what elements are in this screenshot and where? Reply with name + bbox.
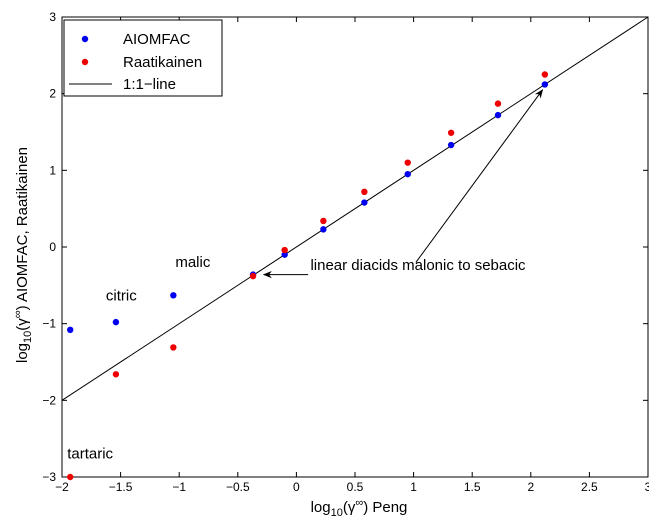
legend-label-raatikainen: Raatikainen <box>123 54 202 71</box>
series-raatikainen <box>67 71 549 481</box>
raatikainen-point <box>249 272 257 280</box>
y-tick-label: 2 <box>49 87 56 101</box>
legend-label-aiomfac: AIOMFAC <box>123 31 191 48</box>
raatikainen-point <box>447 129 455 136</box>
aiomfac-point <box>320 226 327 233</box>
x-tick-label: 3 <box>645 480 649 494</box>
arrow-to-upper-diacid <box>415 89 544 263</box>
x-axis-title-log: log <box>311 499 331 516</box>
aiomfac-point <box>494 111 502 119</box>
raatikainen-point <box>67 473 74 481</box>
y-tick-label: 1 <box>49 163 56 177</box>
x-tick-label: 0 <box>293 480 300 494</box>
x-tick-label: 2 <box>527 480 534 494</box>
aiomfac-point <box>361 199 368 206</box>
x-tick-label: −1 <box>172 480 186 494</box>
label-tartaric: tartaric <box>67 446 113 463</box>
x-tick-label: 1 <box>410 480 417 494</box>
x-tick-label: 2.5 <box>581 480 598 494</box>
x-tick-labels: −2 −1.5 −1 −0.5 0 0.5 1 1.5 2 2.5 3 <box>55 480 649 494</box>
x-axis-title-base: 10 <box>331 507 343 517</box>
legend-marker-aiomfac <box>81 35 89 43</box>
series-layer <box>61 16 649 481</box>
aiomfac-point <box>170 292 177 299</box>
y-axis-title-gamma: (γ <box>14 318 31 331</box>
aiomfac-point <box>447 141 455 149</box>
legend-label-1-1-line: 1:1−line <box>123 76 176 93</box>
axis-ticks <box>61 16 649 478</box>
raatikainen-point <box>112 371 120 378</box>
raatikainen-point <box>281 246 288 254</box>
annotations: malic citric tartaric linear diacids maloni… <box>67 254 526 463</box>
aiomfac-point <box>404 170 411 178</box>
y-axis-title: log10(γ∞) AIOMFAC, Raatikainen <box>12 147 34 363</box>
x-tick-label: −0.5 <box>226 480 250 494</box>
x-tick-label: −2 <box>55 480 69 494</box>
raatikainen-point <box>320 217 327 225</box>
y-tick-label: −3 <box>42 470 56 484</box>
annotation-arrows <box>262 89 544 279</box>
x-tick-label: −1.5 <box>109 480 133 494</box>
y-tick-label: 0 <box>49 240 56 254</box>
series-aiomfac <box>67 81 549 333</box>
legend: AIOMFAC Raatikainen 1:1−line <box>63 19 223 97</box>
y-axis-title-rest: ) AIOMFAC, Raatikainen <box>14 147 31 310</box>
raatikainen-point <box>170 344 177 351</box>
x-tick-label: 0.5 <box>347 480 364 494</box>
y-axis-title-base: 10 <box>22 331 34 343</box>
label-linear-diacids: linear diacids malonic to sebacic <box>310 257 526 274</box>
y-axis-title-inf: ∞ <box>12 310 24 318</box>
raatikainen-point <box>404 159 411 166</box>
y-tick-labels: −3 −2 −1 0 1 2 3 <box>42 10 56 484</box>
x-axis-title-gamma: (γ <box>343 499 356 516</box>
legend-marker-raatikainen <box>81 58 89 66</box>
label-malic: malic <box>175 254 211 271</box>
y-tick-label: −1 <box>42 317 56 331</box>
aiomfac-point <box>281 251 288 258</box>
x-axis-title: log10(γ∞) Peng <box>311 497 408 517</box>
x-tick-label: 1.5 <box>464 480 481 494</box>
series-1-1-line <box>61 16 649 401</box>
raatikainen-point <box>494 100 502 107</box>
y-axis-title-log: log <box>14 343 31 363</box>
x-axis-title-inf: ∞ <box>355 497 363 509</box>
aiomfac-point <box>541 81 549 88</box>
x-axis-title-rest: ) Peng <box>363 499 407 516</box>
raatikainen-point <box>541 71 549 78</box>
y-tick-label: 3 <box>49 10 56 24</box>
y-tick-label: −2 <box>42 393 56 407</box>
legend-box <box>63 19 223 97</box>
aiomfac-point <box>112 318 120 326</box>
aiomfac-point <box>67 326 74 333</box>
label-citric: citric <box>106 288 137 305</box>
raatikainen-point <box>361 188 368 195</box>
